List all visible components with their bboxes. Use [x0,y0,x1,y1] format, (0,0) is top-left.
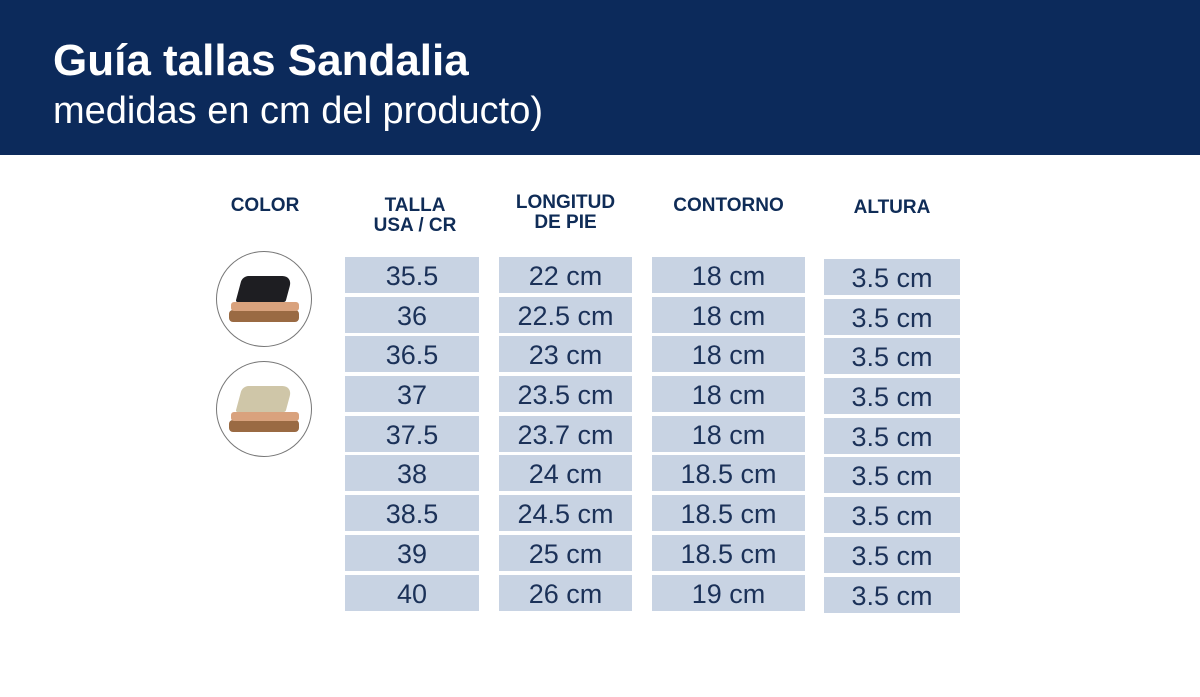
contorno-cell: 18 cm [652,257,805,293]
longitud-cell: 25 cm [499,534,632,571]
black-sandal-image [216,251,312,347]
talla-cell: 38 [345,455,479,492]
longitud-cell: 22 cm [499,257,632,293]
longitud-cell: 24 cm [499,455,632,492]
altura-cell: 3.5 cm [824,417,960,454]
column-header-color: COLOR [230,195,300,216]
sole [229,310,299,322]
contorno-cell: 18 cm [652,415,805,452]
longitud-cell: 24.5 cm [499,495,632,532]
column-header-longitud: LONGITUD DE PIE [499,193,632,233]
contorno-cell: 18 cm [652,336,805,373]
altura-cell: 3.5 cm [824,497,960,534]
talla-cell: 39 [345,534,479,571]
longitud-cell: 26 cm [499,574,632,611]
contorno-cell: 18.5 cm [652,455,805,492]
column-header-altura: ALTURA [853,197,931,218]
altura-cell: 3.5 cm [824,259,960,295]
contorno-cell: 18 cm [652,376,805,413]
talla-cell: 36.5 [345,336,479,373]
talla-cell: 37 [345,376,479,413]
column-header-talla: TALLA USA / CR [345,196,485,236]
contorno-cell: 18 cm [652,296,805,333]
column-header-contorno: CONTORNO [673,195,784,216]
column-header-line: DE PIE [534,212,597,233]
talla-cell: 37.5 [345,415,479,452]
altura-cell: 3.5 cm [824,536,960,573]
contorno-cell: 18.5 cm [652,534,805,571]
footbed [231,412,299,421]
altura-cell: 3.5 cm [824,378,960,415]
longitud-cell: 22.5 cm [499,296,632,333]
strap [235,386,293,412]
strap [235,276,293,302]
sole [229,420,299,432]
altura-cell: 3.5 cm [824,457,960,494]
longitud-cell: 23 cm [499,336,632,373]
contorno-cell: 19 cm [652,574,805,611]
altura-cell: 3.5 cm [824,338,960,375]
column-header-line: USA / CR [373,215,457,236]
talla-cell: 40 [345,574,479,611]
longitud-cell: 23.5 cm [499,376,632,413]
altura-column: 3.5 cm 3.5 cm 3.5 cm 3.5 cm 3.5 cm 3.5 cm 3.5 … [824,257,960,616]
contorno-column: 18 cm 18 cm 18 cm 18 cm 18 cm 18.5 cm 18.5 cm 1… [652,257,805,614]
page-title: Guía tallas Sandalia [53,36,469,85]
altura-cell: 3.5 cm [824,298,960,335]
talla-cell: 38.5 [345,495,479,532]
column-header-line: TALLA [384,195,446,216]
page-subtitle: medidas en cm del producto) [53,90,544,132]
contorno-cell: 18.5 cm [652,495,805,532]
talla-column: 35.5 36 36.5 37 37.5 38 38.5 39 40 [345,257,479,614]
gold-sandal-image [216,361,312,457]
footbed [231,302,299,311]
column-header-line: LONGITUD [515,192,616,213]
header-banner: Guía tallas Sandalia medidas en cm del p… [0,0,1200,155]
talla-cell: 36 [345,296,479,333]
altura-cell: 3.5 cm [824,576,960,613]
longitud-column: 22 cm 22.5 cm 23 cm 23.5 cm 23.7 cm 24 cm 24.5… [499,257,632,614]
longitud-cell: 23.7 cm [499,415,632,452]
talla-cell: 35.5 [345,257,479,293]
